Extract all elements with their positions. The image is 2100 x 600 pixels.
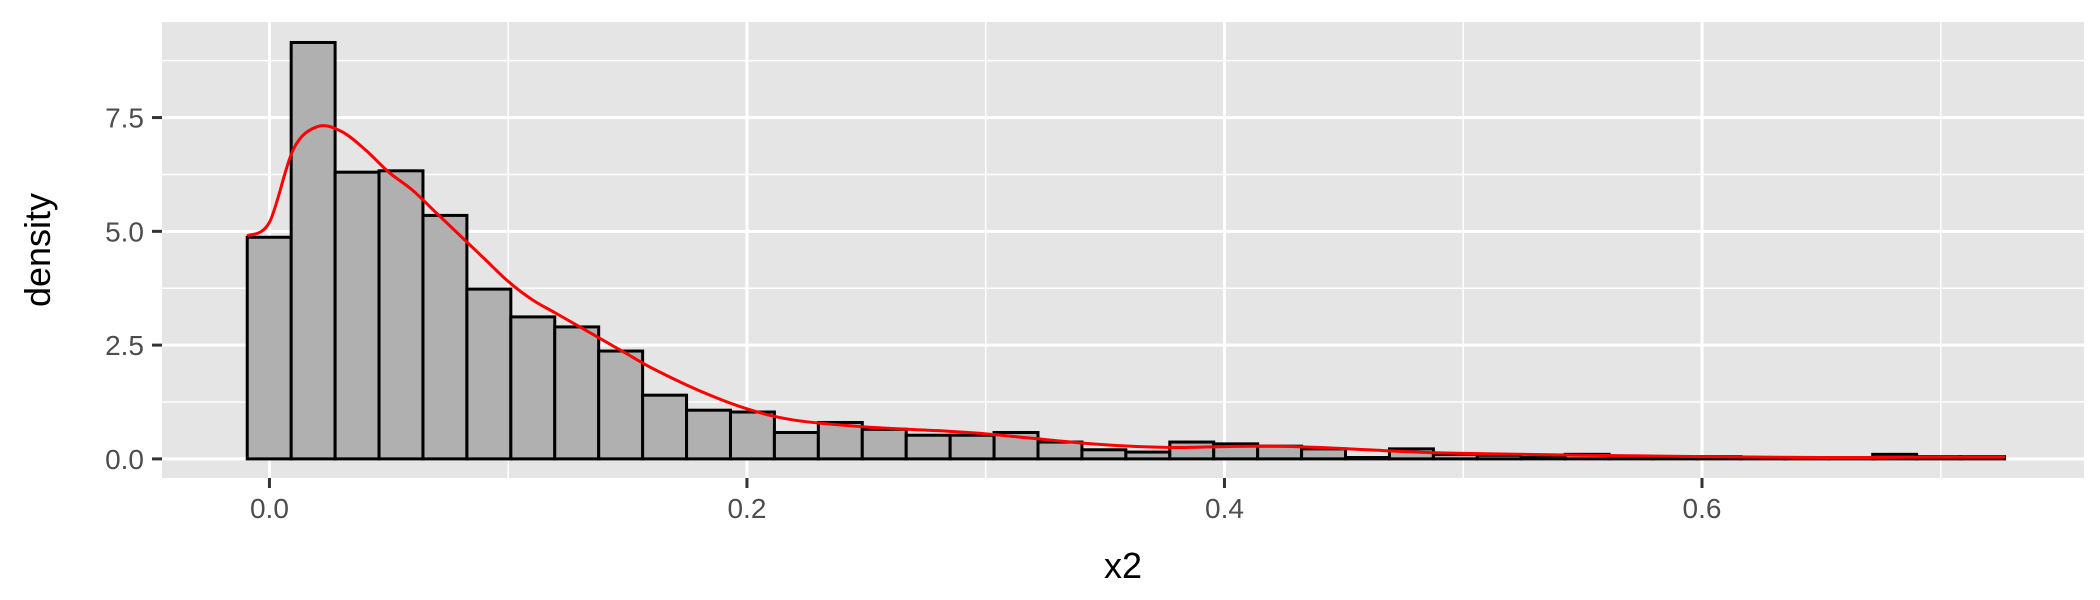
- histogram-bar: [860, 427, 908, 461]
- histogram-bar: [421, 213, 469, 461]
- y-tick-label: 2.5: [105, 330, 144, 361]
- histogram-bar: [509, 315, 557, 461]
- histogram-bar: [333, 170, 381, 461]
- histogram-bar: [1651, 456, 1699, 461]
- histogram-bar: [1475, 453, 1523, 461]
- histogram-bar: [553, 325, 601, 461]
- histogram-bar: [597, 349, 645, 461]
- histogram-bar: [1519, 456, 1567, 461]
- histogram-bar: [1168, 440, 1216, 461]
- x-tick-label: 0.4: [1205, 493, 1244, 524]
- histogram-bar: [245, 235, 293, 461]
- y-axis-title: density: [17, 193, 58, 307]
- histogram-bars: [245, 40, 2006, 461]
- histogram-bar: [289, 40, 337, 461]
- x-tick-label: 0.0: [250, 493, 289, 524]
- axis-tick-labels: 0.0 0.2 0.4 0.6 0.0 2.5 5.0 7.5: [105, 103, 1721, 524]
- histogram-bar: [772, 430, 820, 461]
- histogram-bar: [728, 410, 776, 461]
- histogram-bar: [1300, 447, 1348, 461]
- histogram-bar: [377, 169, 425, 461]
- histogram-bar: [904, 433, 952, 461]
- x-tick-label: 0.6: [1683, 493, 1722, 524]
- histogram-bar: [1124, 450, 1172, 461]
- x-axis-title: x2: [1104, 545, 1142, 586]
- y-tick-label: 0.0: [105, 444, 144, 475]
- y-tick-label: 5.0: [105, 216, 144, 247]
- histogram-bar: [1080, 448, 1128, 461]
- histogram-bar: [1036, 440, 1084, 461]
- histogram-bar: [641, 393, 689, 461]
- x-tick-label: 0.2: [727, 493, 766, 524]
- histogram-bar: [948, 433, 996, 461]
- density-curve: [246, 124, 2006, 460]
- minor-gridlines: [162, 22, 2084, 478]
- histogram-bar: [685, 408, 732, 461]
- histogram-bar: [816, 420, 864, 461]
- y-tick-label: 7.5: [105, 103, 144, 134]
- axis-ticks: [152, 116, 1704, 488]
- histogram-bar: [1344, 456, 1391, 461]
- histogram-bar: [465, 287, 513, 461]
